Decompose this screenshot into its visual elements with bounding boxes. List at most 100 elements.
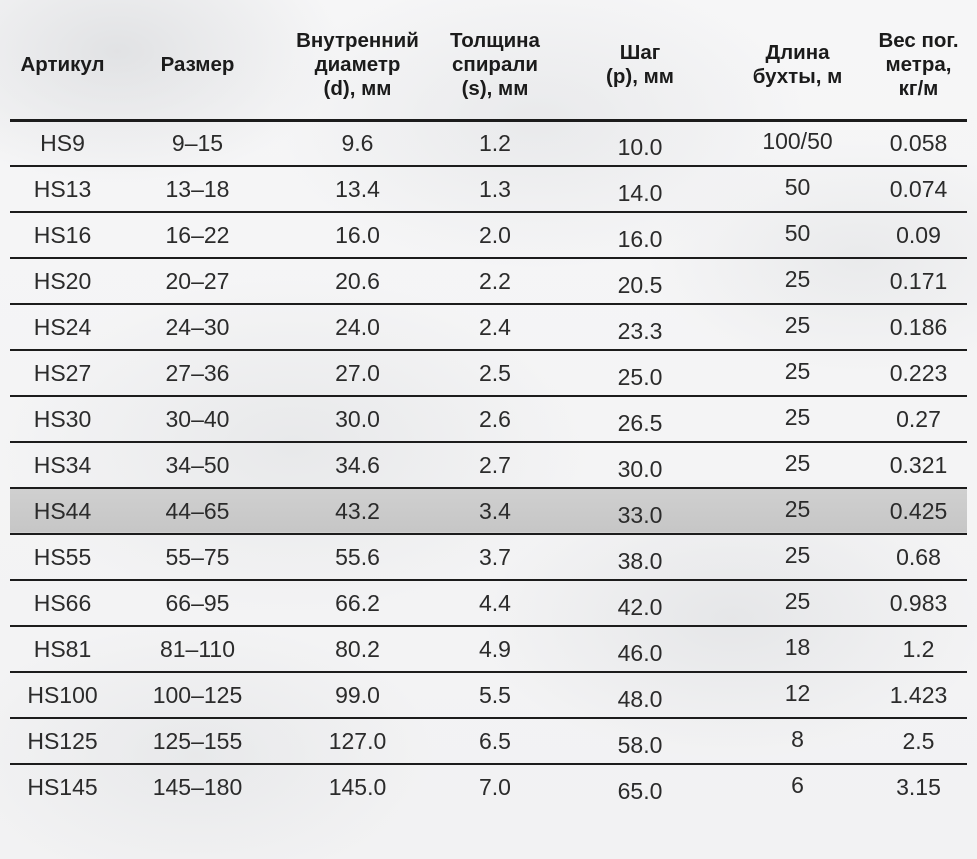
cell-pitch: 42.0 bbox=[555, 580, 725, 626]
table-row: HS13 13–18 13.4 1.3 14.0 50 0.074 bbox=[10, 166, 967, 212]
cell-value: 25 bbox=[784, 403, 811, 430]
cell-inner-diameter: 20.6 bbox=[280, 258, 435, 304]
cell-article: HS30 bbox=[10, 396, 115, 442]
cell-article: HS81 bbox=[10, 626, 115, 672]
cell-value: 25 bbox=[784, 587, 811, 614]
cell-value: 0.321 bbox=[889, 451, 948, 478]
cell-value: 7.0 bbox=[479, 774, 511, 800]
table-body: HS9 9–15 9.6 1.2 10.0 100/50 0.058 HS13 13–18 13.… bbox=[10, 120, 967, 810]
cell-value: 127.0 bbox=[328, 727, 387, 754]
cell-value: 0.223 bbox=[889, 359, 948, 386]
cell-value: 38.0 bbox=[617, 547, 663, 574]
cell-value: 0.171 bbox=[889, 267, 948, 294]
cell-value: 66.2 bbox=[335, 589, 380, 616]
cell-size: 13–18 bbox=[115, 166, 280, 212]
cell-article: HS34 bbox=[10, 442, 115, 488]
cell-article: HS20 bbox=[10, 258, 115, 304]
table-row: HS34 34–50 34.6 2.7 30.0 25 0.321 bbox=[10, 442, 967, 488]
cell-value: 145–180 bbox=[152, 774, 243, 800]
cell-value: HS81 bbox=[33, 635, 92, 662]
cell-value: 13.4 bbox=[335, 175, 380, 202]
cell-inner-diameter: 30.0 bbox=[280, 396, 435, 442]
cell-article: HS9 bbox=[10, 120, 115, 166]
cell-weight: 0.68 bbox=[870, 534, 967, 580]
table-row: HS125 125–155 127.0 6.5 58.0 8 2.5 bbox=[10, 718, 967, 764]
cell-inner-diameter: 80.2 bbox=[280, 626, 435, 672]
cell-value: 18 bbox=[784, 633, 811, 660]
cell-size: 34–50 bbox=[115, 442, 280, 488]
cell-article: HS16 bbox=[10, 212, 115, 258]
cell-article: HS44 bbox=[10, 488, 115, 534]
cell-coil-length: 25 bbox=[725, 258, 870, 304]
cell-value: 0.074 bbox=[889, 175, 948, 202]
cell-value: 50 bbox=[784, 219, 811, 246]
cell-inner-diameter: 99.0 bbox=[280, 672, 435, 718]
cell-weight: 0.983 bbox=[870, 580, 967, 626]
cell-weight: 0.058 bbox=[870, 120, 967, 166]
cell-value: 55.6 bbox=[335, 543, 380, 570]
cell-inner-diameter: 127.0 bbox=[280, 718, 435, 764]
cell-spiral-thickness: 4.4 bbox=[435, 580, 555, 626]
cell-value: 2.5 bbox=[479, 359, 511, 386]
cell-value: 145.0 bbox=[328, 774, 387, 800]
cell-value: 1.2 bbox=[902, 635, 935, 662]
cell-inner-diameter: 145.0 bbox=[280, 764, 435, 810]
cell-value: 6.5 bbox=[479, 727, 511, 754]
cell-spiral-thickness: 2.4 bbox=[435, 304, 555, 350]
cell-value: 4.9 bbox=[479, 635, 511, 662]
cell-coil-length: 50 bbox=[725, 166, 870, 212]
cell-value: 24–30 bbox=[165, 313, 230, 340]
cell-value: HS16 bbox=[33, 221, 92, 248]
cell-weight: 1.423 bbox=[870, 672, 967, 718]
cell-value: 30.0 bbox=[617, 455, 663, 482]
cell-value: 9.6 bbox=[341, 129, 374, 156]
cell-pitch: 14.0 bbox=[555, 166, 725, 212]
header-row: Артикул Размер Внутренний диаметр (d), м… bbox=[10, 0, 967, 122]
cell-inner-diameter: 9.6 bbox=[280, 120, 435, 166]
cell-value: 0.983 bbox=[889, 589, 948, 616]
cell-coil-length: 8 bbox=[725, 718, 870, 764]
cell-value: 55–75 bbox=[165, 543, 230, 570]
cell-weight: 0.186 bbox=[870, 304, 967, 350]
cell-value: 0.68 bbox=[896, 543, 941, 570]
cell-coil-length: 12 bbox=[725, 672, 870, 718]
cell-size: 30–40 bbox=[115, 396, 280, 442]
cell-size: 145–180 bbox=[115, 764, 280, 810]
cell-value: 26.5 bbox=[617, 409, 663, 436]
cell-coil-length: 25 bbox=[725, 580, 870, 626]
cell-value: HS30 bbox=[33, 405, 92, 432]
cell-spiral-thickness: 7.0 bbox=[435, 764, 555, 810]
cell-pitch: 20.5 bbox=[555, 258, 725, 304]
cell-value: 20.6 bbox=[335, 267, 380, 294]
cell-pitch: 38.0 bbox=[555, 534, 725, 580]
table-row: HS16 16–22 16.0 2.0 16.0 50 0.09 bbox=[10, 212, 967, 258]
table-row: HS30 30–40 30.0 2.6 26.5 25 0.27 bbox=[10, 396, 967, 442]
col-header-article: Артикул bbox=[10, 0, 115, 122]
cell-value: 1.423 bbox=[889, 681, 948, 708]
cell-size: 81–110 bbox=[115, 626, 280, 672]
cell-size: 44–65 bbox=[115, 488, 280, 534]
cell-value: 10.0 bbox=[617, 133, 663, 160]
cell-coil-length: 25 bbox=[725, 304, 870, 350]
cell-inner-diameter: 13.4 bbox=[280, 166, 435, 212]
cell-value: 3.4 bbox=[479, 497, 511, 524]
cell-value: 1.3 bbox=[479, 175, 511, 202]
table-row: HS27 27–36 27.0 2.5 25.0 25 0.223 bbox=[10, 350, 967, 396]
cell-value: 16.0 bbox=[617, 225, 663, 252]
cell-value: 25 bbox=[784, 495, 811, 522]
cell-article: HS100 bbox=[10, 672, 115, 718]
col-header-coil-length: Длина бухты, м bbox=[725, 0, 870, 122]
hose-spec-table: Артикул Размер Внутренний диаметр (d), м… bbox=[10, 0, 967, 810]
cell-value: 27–36 bbox=[165, 359, 230, 386]
cell-spiral-thickness: 2.7 bbox=[435, 442, 555, 488]
cell-coil-length: 25 bbox=[725, 396, 870, 442]
cell-value: HS34 bbox=[33, 451, 92, 478]
cell-inner-diameter: 43.2 bbox=[280, 488, 435, 534]
cell-value: 25 bbox=[784, 311, 811, 338]
cell-value: 50 bbox=[784, 173, 811, 200]
cell-value: 58.0 bbox=[617, 731, 663, 758]
cell-value: 25 bbox=[784, 265, 811, 292]
cell-article: HS66 bbox=[10, 580, 115, 626]
cell-value: 25.0 bbox=[617, 363, 663, 390]
cell-spiral-thickness: 5.5 bbox=[435, 672, 555, 718]
